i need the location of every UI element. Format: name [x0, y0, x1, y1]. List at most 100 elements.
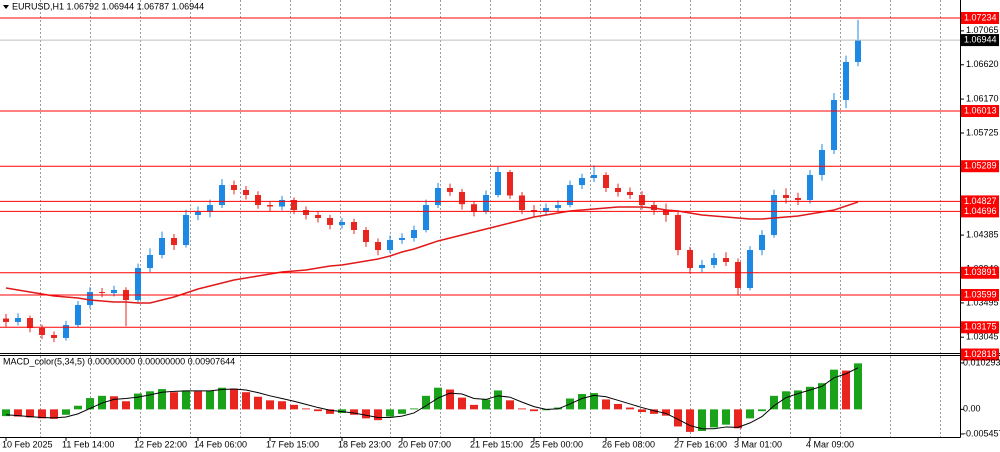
- moving-average: [5, 201, 859, 304]
- level-label: 1.02818: [964, 349, 997, 359]
- macd-bar: [686, 409, 694, 432]
- candle-body: [699, 264, 705, 269]
- candle-body: [327, 218, 333, 225]
- candle-body: [543, 207, 549, 213]
- candle-body: [147, 254, 153, 269]
- macd-bar: [482, 399, 490, 410]
- candle-body: [435, 188, 441, 205]
- macd-bar: [650, 409, 658, 414]
- candle-body: [51, 335, 57, 338]
- macd-bar: [314, 409, 322, 412]
- macd-bar: [734, 409, 742, 429]
- x-tick-label: 21 Feb 15:00: [470, 439, 523, 449]
- candle-body: [603, 174, 609, 189]
- candle-body: [579, 178, 585, 186]
- time-axis-bg: [0, 437, 960, 452]
- macd-bar: [74, 405, 82, 410]
- level-box: [961, 160, 999, 173]
- x-tick-label: 20 Feb 07:00: [398, 439, 451, 449]
- macd-bar: [326, 409, 334, 414]
- macd-bar: [62, 409, 70, 415]
- macd-bar: [158, 389, 166, 410]
- candle-body: [111, 289, 117, 294]
- candle-body: [459, 191, 465, 205]
- macd-bar: [746, 409, 754, 419]
- x-tick-label: 26 Feb 08:00: [602, 439, 655, 449]
- level-box: [961, 288, 999, 301]
- candle-body: [279, 199, 285, 207]
- candle-body: [687, 250, 693, 269]
- candle-body: [27, 318, 33, 328]
- candle-body: [63, 325, 69, 338]
- candle-body: [783, 195, 789, 198]
- level-label: 1.03599: [964, 289, 997, 299]
- macd-bar: [122, 401, 130, 410]
- candle-body: [615, 188, 621, 192]
- candle-body: [483, 195, 489, 213]
- macd-bar: [218, 387, 226, 410]
- candle-body: [3, 318, 9, 322]
- candle-body: [495, 171, 501, 196]
- candle-body: [411, 229, 417, 238]
- macd-bar: [698, 409, 706, 432]
- candle-body: [135, 268, 141, 301]
- level-box: [961, 105, 999, 118]
- macd-bar: [206, 390, 214, 410]
- indicator-title: MACD_color(5,34,5) 0.00000000 0.00000000…: [3, 356, 235, 366]
- macd-bar: [302, 408, 310, 410]
- macd-bar: [170, 392, 178, 410]
- macd-bar: [578, 394, 586, 410]
- level-box: [961, 11, 999, 24]
- macd-bar: [710, 409, 718, 428]
- level-label: 1.05289: [964, 161, 997, 171]
- y-tick-label: 1.07065: [966, 25, 999, 35]
- macd-bar: [2, 409, 10, 417]
- macd-bar: [362, 409, 370, 419]
- macd-signal: [5, 367, 859, 430]
- candle-body: [39, 327, 45, 336]
- macd-bar: [254, 396, 262, 410]
- macd-bar: [410, 408, 418, 410]
- candle-body: [219, 185, 225, 205]
- candle-body: [807, 174, 813, 200]
- candle-body: [363, 229, 369, 243]
- candle-body: [819, 149, 825, 175]
- macd-bar: [146, 391, 154, 410]
- candle-body: [795, 197, 801, 200]
- macd-bar: [242, 392, 250, 410]
- macd-bar: [614, 403, 622, 410]
- x-tick-label: 12 Feb 22:00: [134, 439, 187, 449]
- candle-body: [159, 237, 165, 255]
- x-tick-label: 10 Feb 2025: [2, 439, 53, 449]
- candle-body: [99, 292, 105, 294]
- y-tick-label: 1.05725: [966, 127, 999, 137]
- macd-bar: [818, 383, 826, 410]
- candle-body: [759, 235, 765, 251]
- candle-body: [771, 195, 777, 236]
- macd-bar: [422, 395, 430, 410]
- candle-body: [747, 250, 753, 288]
- candle-body: [183, 214, 189, 246]
- symbol-menu-icon[interactable]: [3, 5, 9, 9]
- candle-body: [195, 212, 201, 215]
- candle-body: [471, 204, 477, 213]
- candle-body: [207, 204, 213, 213]
- candle-body: [843, 61, 849, 100]
- macd-bar: [110, 396, 118, 410]
- last-price-label: 1.06944: [964, 34, 997, 44]
- macd-bar: [374, 409, 382, 421]
- macd-bar: [722, 409, 730, 425]
- candle-body: [87, 292, 93, 305]
- macd-bar: [470, 404, 478, 410]
- candle-body: [855, 40, 861, 62]
- candle-body: [351, 221, 357, 230]
- level-box: [961, 321, 999, 334]
- x-tick-label: 27 Feb 16:00: [674, 439, 727, 449]
- macd-bar: [518, 408, 526, 410]
- macd-bar: [794, 390, 802, 410]
- candle-body: [243, 189, 249, 196]
- chart-title: EURUSD,H1 1.06792 1.06944 1.06787 1.0694…: [12, 1, 204, 11]
- level-box: [961, 205, 999, 218]
- candle-body: [387, 239, 393, 251]
